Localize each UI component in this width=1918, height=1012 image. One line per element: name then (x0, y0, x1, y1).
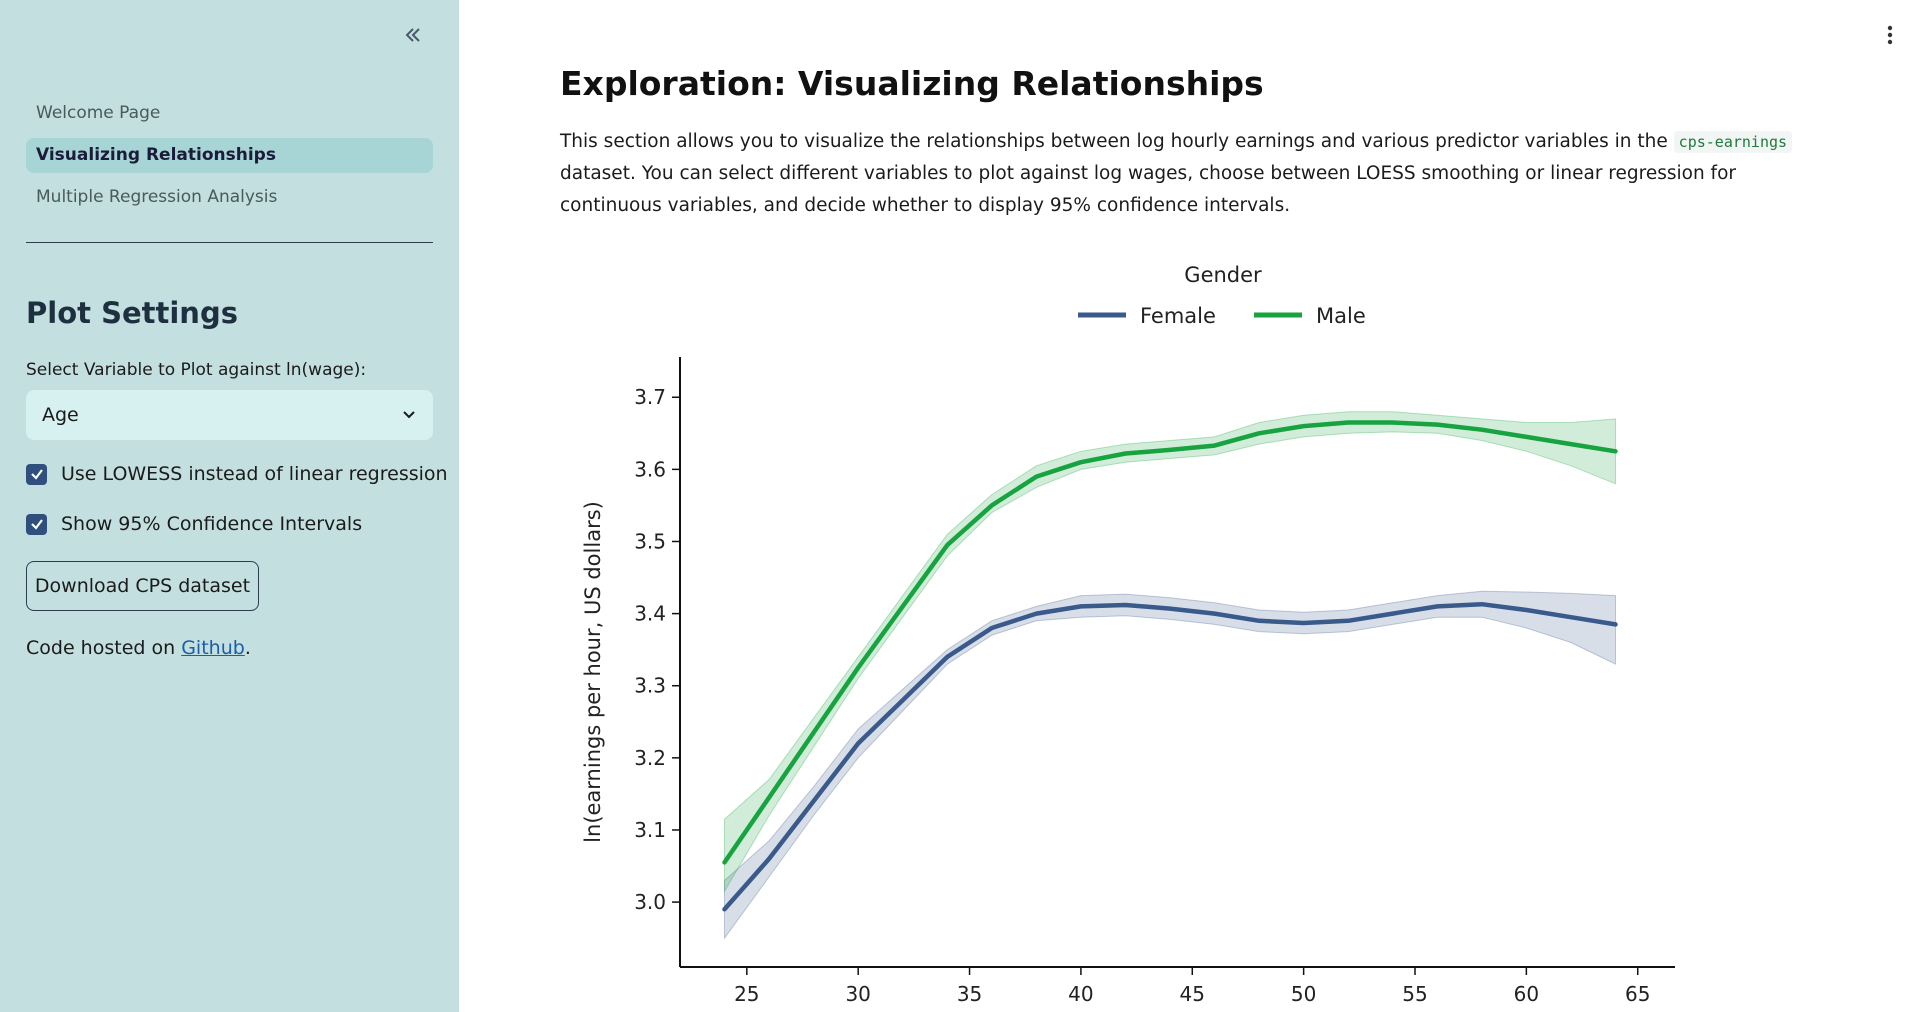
ci-checkbox[interactable] (26, 513, 47, 535)
chevron-down-icon (403, 411, 415, 419)
github-link[interactable]: Github (181, 637, 245, 659)
checkmark-icon (30, 519, 43, 530)
female-confidence-band (724, 590, 1616, 940)
variable-select-label: Select Variable to Plot against ln(wage)… (26, 360, 367, 380)
intro-paragraph: This section allows you to visualize the… (560, 126, 1820, 222)
y-tick-label: 3.0 (634, 890, 666, 914)
x-tick-label: 30 (845, 982, 870, 1006)
y-tick-label: 3.2 (634, 746, 666, 770)
x-tick-label: 40 (1068, 982, 1093, 1006)
female-series-line (722, 601, 1618, 912)
main-menu-button[interactable] (1880, 20, 1900, 50)
intro-text-2: dataset. You can select different variab… (560, 163, 1736, 216)
x-tick-label: 65 (1625, 982, 1650, 1006)
sidebar-nav: Welcome Page Visualizing Relationships M… (26, 96, 433, 222)
ci-checkbox-row[interactable]: Show 95% Confidence Intervals (26, 513, 362, 535)
chart-legend: Gender Female Male (1078, 263, 1366, 328)
vertical-dots-icon (1887, 25, 1893, 45)
legend-title: Gender (1184, 263, 1262, 287)
x-tick-label: 50 (1291, 982, 1316, 1006)
x-tick-label: 55 (1402, 982, 1427, 1006)
sidebar-divider (26, 242, 433, 243)
intro-text-1: This section allows you to visualize the… (560, 131, 1674, 152)
ci-checkbox-label: Show 95% Confidence Intervals (61, 513, 363, 535)
lowess-checkbox-label: Use LOWESS instead of linear regression (61, 463, 448, 485)
dataset-code-name: cps-earnings (1673, 131, 1793, 153)
x-tick-label: 35 (957, 982, 982, 1006)
y-axis-label: ln(earnings per hour, US dollars) (581, 501, 605, 843)
lowess-checkbox[interactable] (26, 463, 47, 485)
y-tick-label: 3.1 (634, 818, 666, 842)
checkmark-icon (30, 469, 43, 480)
nav-item-visualizing-relationships[interactable]: Visualizing Relationships (26, 138, 433, 173)
lowess-checkbox-row[interactable]: Use LOWESS instead of linear regression (26, 463, 448, 485)
legend-male-label: Male (1316, 304, 1366, 328)
x-tick-label: 25 (734, 982, 759, 1006)
y-tick-label: 3.6 (634, 457, 666, 481)
code-note-suffix: . (244, 637, 251, 659)
page-title: Exploration: Visualizing Relationships (560, 64, 1264, 103)
variable-select-value: Age (42, 404, 79, 426)
male-confidence-band (724, 411, 1616, 894)
x-tick-label: 60 (1514, 982, 1539, 1006)
y-tick-label: 3.5 (634, 529, 666, 553)
code-hosted-note: Code hosted on Github. (26, 637, 251, 659)
download-dataset-button[interactable]: Download CPS dataset (26, 561, 259, 611)
nav-item-multiple-regression[interactable]: Multiple Regression Analysis (36, 187, 278, 207)
y-tick-label: 3.4 (634, 602, 666, 626)
x-tick-label: 45 (1180, 982, 1205, 1006)
male-series-line (722, 420, 1618, 865)
collapse-sidebar-button[interactable] (398, 20, 428, 50)
y-tick-label: 3.3 (634, 674, 666, 698)
y-tick-label: 3.7 (634, 385, 666, 409)
legend-female-label: Female (1140, 304, 1216, 328)
variable-select[interactable]: Age (26, 390, 433, 440)
plot-area: 3.0 3.1 3.2 3.3 3.4 3.5 3.6 3.7 25 30 35 40 45 50 55 60… (634, 357, 1675, 1006)
sidebar: Welcome Page Visualizing Relationships M… (0, 0, 459, 1012)
nav-item-welcome[interactable]: Welcome Page (36, 103, 161, 123)
wage-age-chart: Gender Female Male 3.0 3.1 3.2 3.3 3.4 3.5 3.6… (581, 263, 1675, 1006)
double-chevron-left-icon (405, 28, 420, 42)
code-note-prefix: Code hosted on (26, 637, 182, 659)
plot-settings-heading: Plot Settings (26, 296, 238, 330)
